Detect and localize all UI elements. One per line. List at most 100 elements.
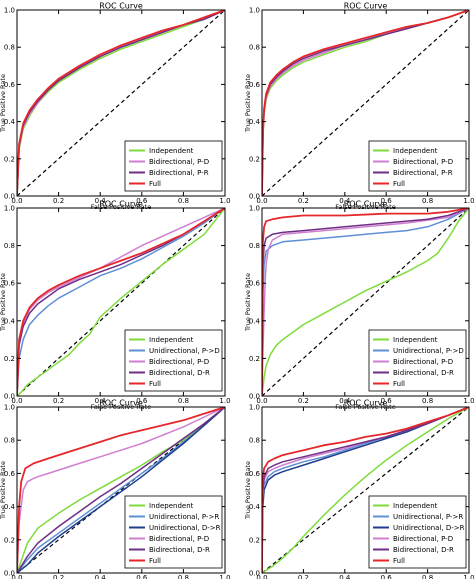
plot-frame — [16, 9, 226, 197]
x-tick-label: 0.4 — [339, 574, 351, 579]
legend-entry: Full — [149, 380, 161, 388]
x-tick-label: 0.8 — [422, 574, 433, 579]
legend-entry: Full — [393, 180, 405, 188]
x-tick-label: 0.8 — [178, 574, 189, 579]
legend-entry: Bidirectional, D-R — [393, 546, 454, 554]
y-axis-label: True Positive Rate — [0, 74, 7, 133]
random-baseline — [261, 9, 470, 197]
chart-title: ROC Curve — [344, 399, 388, 408]
legend-entry: Bidirectional, P-D — [393, 535, 453, 543]
x-tick-label: 0.8 — [178, 397, 189, 405]
x-tick-label: 0.0 — [11, 574, 22, 579]
legend-entry: Full — [149, 557, 161, 565]
x-tick-label: 0.2 — [53, 197, 64, 205]
legend-entry: Full — [393, 380, 405, 388]
legend-entry: Unidirectional, P->R — [393, 513, 463, 521]
y-tick-label: 1.0 — [249, 205, 260, 213]
random-baseline — [261, 207, 470, 397]
legend-entry: Bidirectional, P-R — [393, 169, 453, 177]
x-tick-label: 1.0 — [219, 197, 230, 205]
x-tick-label: 1.0 — [463, 197, 474, 205]
series-line-bidirectional-p-d — [262, 208, 469, 396]
x-tick-label: 0.6 — [381, 197, 393, 205]
series-line-independent — [17, 10, 225, 196]
x-axis-label: False Positive Rate — [91, 203, 151, 211]
series-line-bidirectional-p-d — [17, 407, 225, 573]
y-tick-label: 1.0 — [249, 7, 260, 15]
x-tick-label: 0.8 — [422, 397, 433, 405]
series-line-full — [262, 208, 469, 396]
x-tick-label: 0.2 — [298, 197, 309, 205]
plot-frame — [261, 9, 470, 197]
plot-frame — [261, 207, 470, 397]
x-tick-label: 1.0 — [219, 574, 230, 579]
series-line-unidirectional-p-d — [17, 208, 225, 396]
random-baseline — [16, 207, 226, 397]
roc-panel-5: 0.0 0.2 0.4 0.6 0.8 1.00.00.20.40.60.81.0 ROC … — [0, 399, 231, 579]
roc-panel-4: 0.0 0.2 0.4 0.6 0.8 1.00.00.20.40.60.81.0 ROC … — [244, 200, 474, 412]
y-tick-label: 0.4 — [249, 503, 261, 511]
y-tick-label: 0.0 — [249, 393, 260, 401]
y-tick-label: 0.4 — [4, 503, 16, 511]
y-tick-label: 0.8 — [249, 242, 260, 250]
y-tick-label: 1.0 — [4, 205, 15, 213]
chart-title: ROC Curve — [344, 2, 388, 11]
x-tick-label: 0.8 — [178, 197, 189, 205]
series-line-independent — [17, 208, 225, 396]
y-tick-label: 1.0 — [4, 404, 15, 412]
legend-entry: Bidirectional, P-D — [393, 358, 453, 366]
series-line-full — [262, 407, 469, 573]
legend-entry: Independent — [393, 336, 438, 344]
legend-entry: Bidirectional, D-R — [149, 369, 210, 377]
y-tick-label: 1.0 — [4, 7, 15, 15]
legend-entry: Bidirectional, P-D — [149, 535, 209, 543]
y-tick-label: 0.8 — [4, 242, 15, 250]
legend-entry: Unidirectional, P->R — [149, 513, 219, 521]
legend-entry: Bidirectional, P-D — [393, 158, 453, 166]
series-line-bidirectional-d-r — [262, 407, 469, 573]
x-tick-label: 0.4 — [95, 574, 107, 579]
legend: Independent Unidirectional, P->R Unidirect… — [368, 495, 467, 569]
series-line-unidirectional-p-d — [262, 208, 469, 396]
legend-entry: Independent — [393, 147, 438, 155]
y-tick-label: 0.0 — [4, 570, 15, 578]
y-tick-label: 0.6 — [249, 280, 261, 288]
series-line-independent — [262, 208, 469, 396]
x-tick-label: 0.4 — [339, 397, 351, 405]
x-tick-label: 0.4 — [95, 197, 107, 205]
legend-entry: Unidirectional, D->R — [393, 524, 465, 532]
series-line-full — [17, 208, 225, 396]
y-tick-label: 0.2 — [249, 355, 260, 363]
y-tick-label: 1.0 — [249, 404, 260, 412]
x-tick-label: 0.8 — [422, 197, 433, 205]
legend-entry: Bidirectional, P-D — [149, 358, 209, 366]
x-tick-label: 0.6 — [136, 574, 148, 579]
roc-panel-3: 0.0 0.2 0.4 0.6 0.8 1.00.00.20.40.60.81.0 ROC … — [0, 200, 231, 412]
y-tick-label: 0.8 — [4, 44, 15, 52]
y-axis-label: True Positive Rate — [244, 273, 252, 332]
x-tick-label: 0.2 — [53, 574, 64, 579]
series-line-unidirectional-p-r — [17, 407, 225, 573]
series-line-bidirectional-d-r — [262, 208, 469, 396]
y-tick-label: 0.4 — [249, 317, 261, 325]
roc-panel-2: 0.0 0.2 0.4 0.6 0.8 1.00.00.20.40.60.81.0 ROC … — [244, 2, 474, 212]
x-tick-label: 0.2 — [298, 574, 309, 579]
x-tick-label: 0.6 — [381, 397, 393, 405]
x-tick-label: 0.6 — [136, 397, 148, 405]
legend: Independent Unidirectional, P->R Unidirect… — [124, 495, 223, 569]
legend-entry: Bidirectional, P-D — [149, 158, 209, 166]
y-tick-label: 0.8 — [249, 44, 260, 52]
series-line-full — [17, 10, 225, 196]
legend-entry: Independent — [149, 147, 194, 155]
legend-entry: Bidirectional, P-R — [149, 169, 209, 177]
y-tick-label: 0.4 — [249, 118, 261, 126]
legend: Independent Unidirectional, P->D Bidirecti… — [368, 329, 467, 392]
y-tick-label: 0.4 — [4, 118, 16, 126]
legend-entry: Unidirectional, P->D — [393, 347, 464, 355]
legend: Independent Bidirectional, P-D Bidirection… — [368, 140, 467, 192]
legend-entry: Bidirectional, D-R — [149, 546, 210, 554]
x-tick-label: 0.0 — [11, 197, 22, 205]
legend-box — [368, 495, 467, 569]
plot-frame — [16, 207, 226, 397]
x-tick-label: 0.4 — [339, 197, 351, 205]
